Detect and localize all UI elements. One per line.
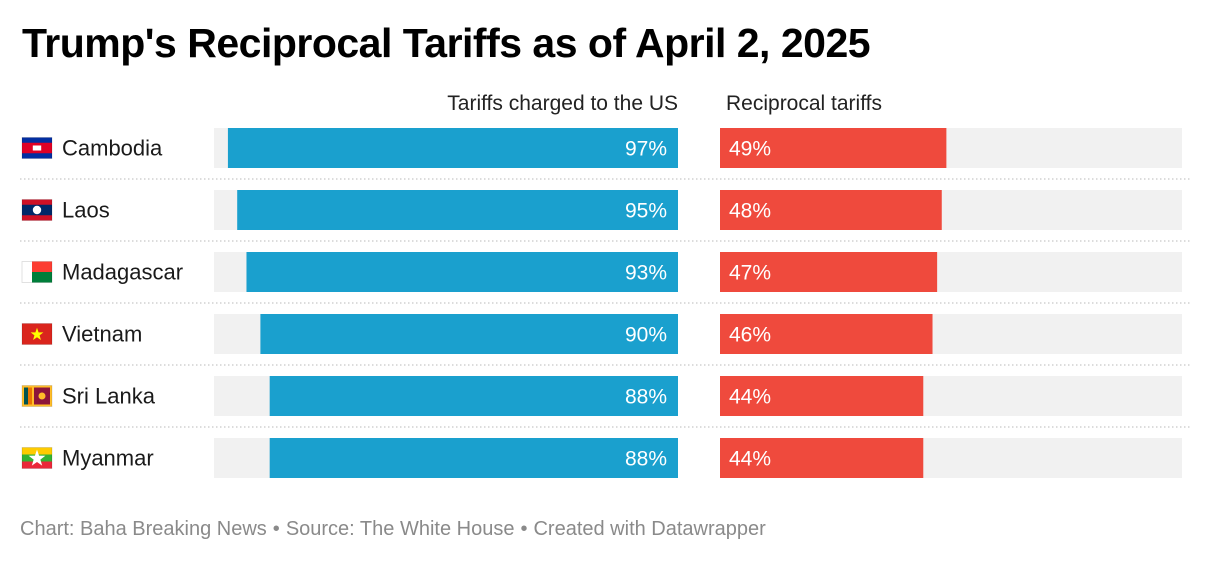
value-label-tariffs-charged: 88% xyxy=(625,386,667,409)
chart-footer: Chart: Baha Breaking News • Source: The Wh… xyxy=(20,518,766,541)
value-label-reciprocal-tariffs: 46% xyxy=(729,324,771,347)
footer-chart-credit: Chart: Baha Breaking News xyxy=(20,518,267,540)
bar-reciprocal-tariffs xyxy=(720,314,933,354)
column-header-reciprocal-tariffs: Reciprocal tariffs xyxy=(726,92,883,115)
country-label: Vietnam xyxy=(62,322,142,347)
country-label: Laos xyxy=(62,198,110,223)
footer-source: Source: The White House xyxy=(285,518,515,540)
country-label: Sri Lanka xyxy=(62,384,156,409)
bar-reciprocal-tariffs xyxy=(720,190,942,230)
value-label-reciprocal-tariffs: 48% xyxy=(729,200,771,223)
value-label-reciprocal-tariffs: 47% xyxy=(729,262,771,285)
bar-tariffs-charged xyxy=(269,438,678,478)
sri-lanka-flag-icon xyxy=(21,385,53,407)
country-label: Madagascar xyxy=(62,260,183,285)
footer-created-with: Created with Datawrapper xyxy=(533,518,766,540)
chart-title: Trump's Reciprocal Tariffs as of April 2… xyxy=(22,20,871,66)
value-label-reciprocal-tariffs: 44% xyxy=(729,448,771,471)
value-label-tariffs-charged: 90% xyxy=(625,324,667,347)
footer-separator: • xyxy=(520,518,528,540)
vietnam-flag-icon xyxy=(21,323,53,345)
bar-tariffs-charged xyxy=(227,128,679,168)
country-label: Myanmar xyxy=(62,446,154,471)
country-label: Cambodia xyxy=(62,136,163,161)
value-label-reciprocal-tariffs: 49% xyxy=(729,138,771,161)
bar-tariffs-charged xyxy=(237,190,678,230)
value-label-tariffs-charged: 97% xyxy=(625,138,667,161)
bar-reciprocal-tariffs xyxy=(720,438,924,478)
column-header-tariffs-charged: Tariffs charged to the US xyxy=(447,92,678,115)
footer-separator: • xyxy=(272,518,280,540)
madagascar-flag-icon xyxy=(21,261,53,283)
bar-tariffs-charged xyxy=(246,252,679,292)
myanmar-flag-icon xyxy=(21,447,53,469)
bar-reciprocal-tariffs xyxy=(720,376,924,416)
bar-reciprocal-tariffs xyxy=(720,128,947,168)
bar-tariffs-charged xyxy=(269,376,678,416)
value-label-tariffs-charged: 88% xyxy=(625,448,667,471)
value-label-tariffs-charged: 93% xyxy=(625,262,667,285)
bar-tariffs-charged xyxy=(260,314,678,354)
bar-reciprocal-tariffs xyxy=(720,252,938,292)
cambodia-flag-icon xyxy=(21,137,53,159)
value-label-reciprocal-tariffs: 44% xyxy=(729,386,771,409)
laos-flag-icon xyxy=(21,199,53,221)
value-label-tariffs-charged: 95% xyxy=(625,200,667,223)
